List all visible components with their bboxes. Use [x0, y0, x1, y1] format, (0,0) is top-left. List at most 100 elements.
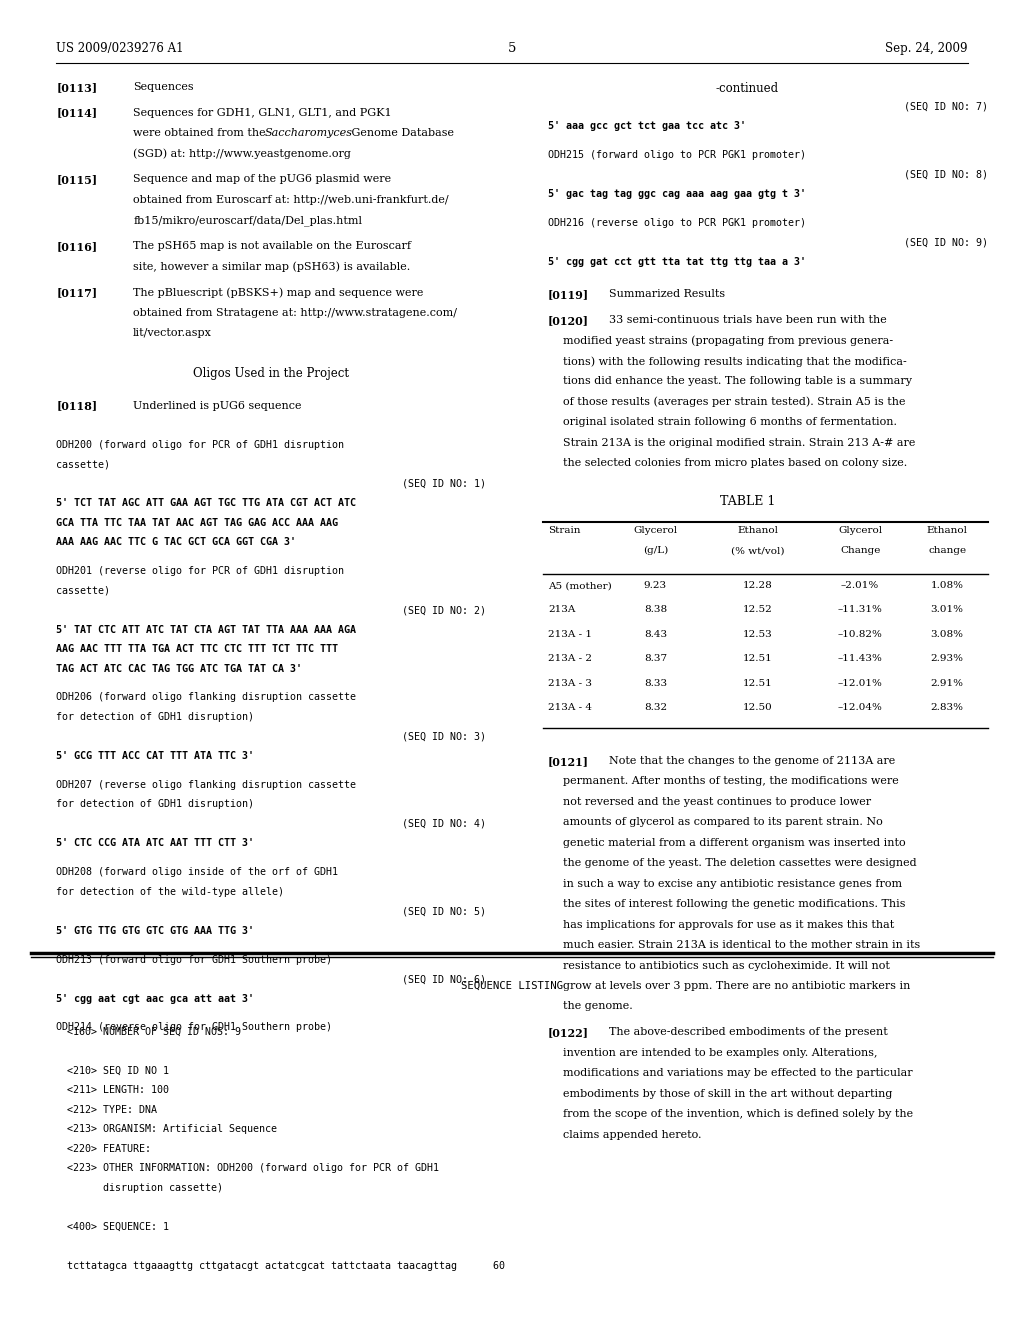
Text: (SEQ ID NO: 8): (SEQ ID NO: 8)	[904, 169, 988, 180]
Text: 8.43: 8.43	[644, 630, 667, 639]
Text: 5' TCT TAT AGC ATT GAA AGT TGC TTG ATA CGT ACT ATC: 5' TCT TAT AGC ATT GAA AGT TGC TTG ATA C…	[56, 498, 356, 508]
Text: [0120]: [0120]	[548, 315, 589, 326]
Text: ODH207 (reverse oligo flanking disruption cassette: ODH207 (reverse oligo flanking disruptio…	[56, 780, 356, 789]
Text: in such a way to excise any antibiotic resistance genes from: in such a way to excise any antibiotic r…	[563, 879, 902, 888]
Text: [0118]: [0118]	[56, 400, 97, 412]
Text: claims appended hereto.: claims appended hereto.	[563, 1130, 701, 1139]
Text: modified yeast strains (propagating from previous genera-: modified yeast strains (propagating from…	[563, 335, 893, 346]
Text: (SEQ ID NO: 5): (SEQ ID NO: 5)	[402, 907, 486, 916]
Text: A5 (mother): A5 (mother)	[548, 581, 611, 590]
Text: [0121]: [0121]	[548, 756, 589, 767]
Text: TABLE 1: TABLE 1	[720, 495, 775, 508]
Text: 5' cgg gat cct gtt tta tat ttg ttg taa a 3': 5' cgg gat cct gtt tta tat ttg ttg taa a…	[548, 256, 806, 267]
Text: modifications and variations may be effected to the particular: modifications and variations may be effe…	[563, 1068, 912, 1078]
Text: 8.37: 8.37	[644, 655, 667, 664]
Text: The above-described embodiments of the present: The above-described embodiments of the p…	[609, 1027, 888, 1038]
Text: Underlined is pUG6 sequence: Underlined is pUG6 sequence	[133, 400, 302, 411]
Text: [0114]: [0114]	[56, 107, 97, 119]
Text: AAG AAC TTT TTA TGA ACT TTC CTC TTT TCT TTC TTT: AAG AAC TTT TTA TGA ACT TTC CTC TTT TCT …	[56, 644, 338, 655]
Text: 8.38: 8.38	[644, 606, 667, 615]
Text: (SEQ ID NO: 4): (SEQ ID NO: 4)	[402, 818, 486, 829]
Text: [0116]: [0116]	[56, 240, 97, 252]
Text: much easier. Strain 213A is identical to the mother strain in its: much easier. Strain 213A is identical to…	[563, 940, 921, 950]
Text: 9.23: 9.23	[644, 581, 667, 590]
Text: tcttatagca ttgaaagttg cttgatacgt actatcgcat tattctaata taacagttag      60: tcttatagca ttgaaagttg cttgatacgt actatcg…	[67, 1261, 505, 1271]
Text: Sep. 24, 2009: Sep. 24, 2009	[885, 42, 968, 55]
Text: 213A - 2: 213A - 2	[548, 655, 592, 664]
Text: –10.82%: –10.82%	[838, 630, 883, 639]
Text: 1.08%: 1.08%	[931, 581, 964, 590]
Text: ODH215 (forward oligo to PCR PGK1 promoter): ODH215 (forward oligo to PCR PGK1 promot…	[548, 149, 806, 160]
Text: 5' TAT CTC ATT ATC TAT CTA AGT TAT TTA AAA AAA AGA: 5' TAT CTC ATT ATC TAT CTA AGT TAT TTA A…	[56, 624, 356, 635]
Text: 8.33: 8.33	[644, 678, 667, 688]
Text: 5' GTG TTG GTG GTC GTG AAA TTG 3': 5' GTG TTG GTG GTC GTG AAA TTG 3'	[56, 925, 254, 936]
Text: US 2009/0239276 A1: US 2009/0239276 A1	[56, 42, 184, 55]
Text: <400> SEQUENCE: 1: <400> SEQUENCE: 1	[67, 1222, 169, 1232]
Text: the sites of interest following the genetic modifications. This: the sites of interest following the gene…	[563, 899, 905, 909]
Text: 5' gac tag tag ggc cag aaa aag gaa gtg t 3': 5' gac tag tag ggc cag aaa aag gaa gtg t…	[548, 189, 806, 199]
Text: The pBluescript (pBSKS+) map and sequence were: The pBluescript (pBSKS+) map and sequenc…	[133, 286, 424, 298]
Text: 8.32: 8.32	[644, 704, 667, 713]
Text: resistance to antibiotics such as cycloheximide. It will not: resistance to antibiotics such as cycloh…	[563, 961, 890, 970]
Text: <211> LENGTH: 100: <211> LENGTH: 100	[67, 1085, 169, 1096]
Text: 5' CTC CCG ATA ATC AAT TTT CTT 3': 5' CTC CCG ATA ATC AAT TTT CTT 3'	[56, 838, 254, 849]
Text: Summarized Results: Summarized Results	[609, 289, 725, 300]
Text: (% wt/vol): (% wt/vol)	[731, 546, 784, 556]
Text: 3.08%: 3.08%	[931, 630, 964, 639]
Text: for detection of GDH1 disruption): for detection of GDH1 disruption)	[56, 800, 254, 809]
Text: ODH208 (forward oligo inside of the orf of GDH1: ODH208 (forward oligo inside of the orf …	[56, 867, 338, 878]
Text: 2.93%: 2.93%	[931, 655, 964, 664]
Text: permanent. After months of testing, the modifications were: permanent. After months of testing, the …	[563, 776, 899, 787]
Text: (SEQ ID NO: 7): (SEQ ID NO: 7)	[904, 102, 988, 111]
Text: Glycerol: Glycerol	[633, 525, 678, 535]
Text: (SGD) at: http://www.yeastgenome.org: (SGD) at: http://www.yeastgenome.org	[133, 149, 351, 160]
Text: Sequences for GDH1, GLN1, GLT1, and PGK1: Sequences for GDH1, GLN1, GLT1, and PGK1	[133, 107, 392, 117]
Text: from the scope of the invention, which is defined solely by the: from the scope of the invention, which i…	[563, 1109, 913, 1119]
Text: [0115]: [0115]	[56, 174, 97, 185]
Text: cassette): cassette)	[56, 586, 111, 595]
Text: (SEQ ID NO: 1): (SEQ ID NO: 1)	[402, 479, 486, 488]
Text: were obtained from the: were obtained from the	[133, 128, 269, 139]
Text: 213A - 3: 213A - 3	[548, 678, 592, 688]
Text: ODH201 (reverse oligo for PCR of GDH1 disruption: ODH201 (reverse oligo for PCR of GDH1 di…	[56, 566, 344, 576]
Text: the genome of the yeast. The deletion cassettes were designed: the genome of the yeast. The deletion ca…	[563, 858, 916, 869]
Text: cassette): cassette)	[56, 459, 111, 469]
Text: <220> FEATURE:: <220> FEATURE:	[67, 1143, 151, 1154]
Text: for detection of GDH1 disruption): for detection of GDH1 disruption)	[56, 711, 254, 722]
Text: [0117]: [0117]	[56, 286, 97, 298]
Text: ODH213 (forward oligo for GDH1 Southern probe): ODH213 (forward oligo for GDH1 Southern …	[56, 954, 333, 965]
Text: 12.51: 12.51	[742, 678, 773, 688]
Text: Strain 213A is the original modified strain. Strain 213 A-# are: Strain 213A is the original modified str…	[563, 438, 915, 447]
Text: –11.43%: –11.43%	[838, 655, 883, 664]
Text: (SEQ ID NO: 3): (SEQ ID NO: 3)	[402, 731, 486, 742]
Text: 5: 5	[508, 42, 516, 55]
Text: not reversed and the yeast continues to produce lower: not reversed and the yeast continues to …	[563, 797, 871, 807]
Text: <212> TYPE: DNA: <212> TYPE: DNA	[67, 1105, 157, 1114]
Text: amounts of glycerol as compared to its parent strain. No: amounts of glycerol as compared to its p…	[563, 817, 883, 828]
Text: TAG ACT ATC CAC TAG TGG ATC TGA TAT CA 3': TAG ACT ATC CAC TAG TGG ATC TGA TAT CA 3…	[56, 664, 302, 673]
Text: grow at levels over 3 ppm. There are no antibiotic markers in: grow at levels over 3 ppm. There are no …	[563, 981, 910, 991]
Text: obtained from Stratagene at: http://www.stratagene.com/: obtained from Stratagene at: http://www.…	[133, 308, 457, 318]
Text: –12.04%: –12.04%	[838, 704, 883, 713]
Text: The pSH65 map is not available on the Euroscarf: The pSH65 map is not available on the Eu…	[133, 240, 411, 251]
Text: 12.53: 12.53	[742, 630, 773, 639]
Text: SEQUENCE LISTING: SEQUENCE LISTING	[461, 981, 563, 991]
Text: 12.52: 12.52	[742, 606, 773, 615]
Text: -continued: -continued	[716, 82, 779, 95]
Text: Ethanol: Ethanol	[737, 525, 778, 535]
Text: change: change	[928, 546, 967, 556]
Text: 12.51: 12.51	[742, 655, 773, 664]
Text: lit/vector.aspx: lit/vector.aspx	[133, 327, 212, 338]
Text: Genome Database: Genome Database	[348, 128, 455, 139]
Text: 5' GCG TTT ACC CAT TTT ATA TTC 3': 5' GCG TTT ACC CAT TTT ATA TTC 3'	[56, 751, 254, 762]
Text: ODH214 (reverse oligo for GDH1 Southern probe): ODH214 (reverse oligo for GDH1 Southern …	[56, 1023, 333, 1032]
Text: Ethanol: Ethanol	[927, 525, 968, 535]
Text: tions did enhance the yeast. The following table is a summary: tions did enhance the yeast. The followi…	[563, 376, 912, 387]
Text: Strain: Strain	[548, 525, 581, 535]
Text: –11.31%: –11.31%	[838, 606, 883, 615]
Text: 2.83%: 2.83%	[931, 704, 964, 713]
Text: <160> NUMBER OF SEQ ID NOS: 9: <160> NUMBER OF SEQ ID NOS: 9	[67, 1027, 241, 1036]
Text: ODH206 (forward oligo flanking disruption cassette: ODH206 (forward oligo flanking disruptio…	[56, 693, 356, 702]
Text: AAA AAG AAC TTC G TAC GCT GCA GGT CGA 3': AAA AAG AAC TTC G TAC GCT GCA GGT CGA 3'	[56, 537, 296, 548]
Text: has implications for approvals for use as it makes this that: has implications for approvals for use a…	[563, 920, 894, 929]
